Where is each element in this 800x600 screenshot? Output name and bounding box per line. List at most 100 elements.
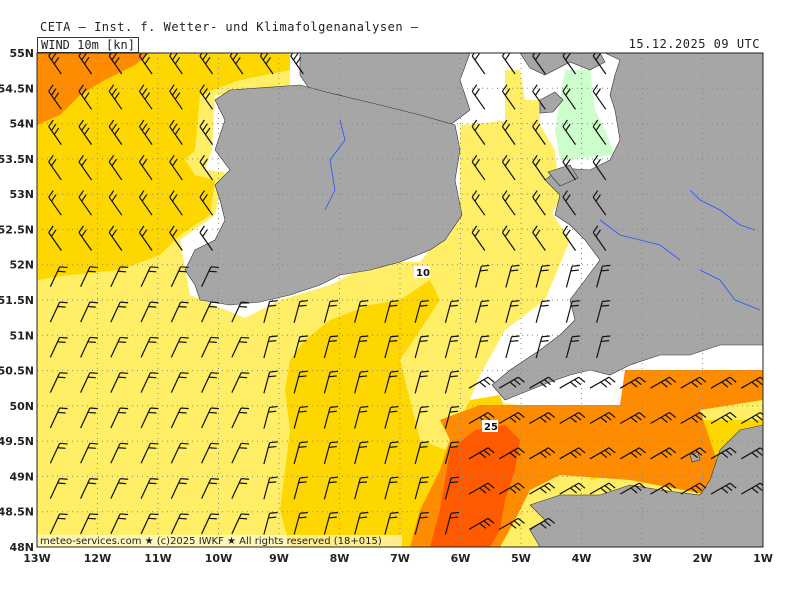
wind-barb bbox=[619, 411, 646, 425]
lat-label: 48N bbox=[9, 541, 34, 554]
wind-barb bbox=[108, 225, 123, 251]
wind-barb bbox=[140, 336, 159, 358]
wind-barb bbox=[565, 335, 581, 359]
wind-barb bbox=[110, 513, 129, 535]
wind-barb bbox=[138, 190, 153, 216]
wind-barb bbox=[354, 370, 369, 394]
wind-barb bbox=[559, 411, 586, 425]
wind-barb bbox=[592, 154, 607, 181]
wind-barb bbox=[384, 370, 399, 394]
lon-label: 6W bbox=[451, 552, 471, 565]
wind-barb bbox=[110, 301, 129, 323]
lat-label: 49N bbox=[9, 470, 34, 483]
lon-label: 10W bbox=[205, 552, 232, 565]
wind-barb bbox=[414, 405, 429, 429]
wind-barb bbox=[263, 441, 278, 465]
wind-barb bbox=[384, 441, 399, 465]
wind-barb bbox=[505, 335, 520, 359]
wind-barb bbox=[78, 53, 93, 75]
lat-label: 51.5N bbox=[0, 294, 34, 307]
wind-barb bbox=[108, 53, 123, 75]
wind-barb bbox=[384, 405, 399, 429]
wind-barb bbox=[49, 301, 68, 323]
wind-barb bbox=[680, 376, 707, 389]
wind-barb bbox=[414, 476, 429, 500]
wind-barb bbox=[535, 335, 550, 359]
wind-barb bbox=[323, 511, 339, 535]
wind-barb bbox=[354, 476, 369, 500]
map-area: 10 25 meteo-services.com ★ (c)2025 IWKF … bbox=[37, 53, 763, 547]
wind-barb bbox=[562, 154, 577, 181]
wind-barb bbox=[140, 372, 159, 393]
wind-barb bbox=[468, 447, 495, 460]
wind-barb bbox=[169, 84, 183, 110]
wind-barb bbox=[532, 225, 546, 251]
wind-barb bbox=[680, 447, 707, 460]
wind-barb bbox=[384, 511, 399, 535]
wind-barb bbox=[263, 405, 278, 429]
wind-barb bbox=[170, 266, 189, 288]
wind-barb bbox=[471, 190, 486, 216]
wind-barb bbox=[263, 476, 278, 500]
wind-barb bbox=[170, 372, 189, 393]
wind-barb bbox=[562, 53, 577, 75]
lat-label: 51N bbox=[9, 329, 34, 342]
wind-barb bbox=[589, 447, 616, 460]
wind-barb bbox=[596, 300, 611, 323]
wind-barb bbox=[414, 441, 429, 465]
wind-barb bbox=[169, 119, 183, 145]
wind-barb bbox=[468, 517, 495, 530]
wind-barb bbox=[293, 300, 308, 323]
wind-barb bbox=[323, 476, 339, 500]
wind-barb bbox=[231, 407, 250, 429]
wind-barb bbox=[592, 53, 607, 75]
wind-barb bbox=[108, 154, 123, 181]
wind-barb bbox=[201, 372, 219, 393]
wind-barb bbox=[498, 411, 525, 425]
lat-label: 48.5N bbox=[0, 506, 34, 519]
wind-barb bbox=[323, 300, 339, 323]
lat-label: 53N bbox=[9, 188, 34, 201]
wind-barb bbox=[138, 119, 153, 145]
wind-barb bbox=[471, 84, 486, 110]
wind-barb bbox=[48, 53, 62, 75]
wind-barb bbox=[444, 476, 460, 500]
wind-barb bbox=[498, 517, 525, 530]
wind-barb bbox=[710, 411, 737, 425]
wind-barb bbox=[710, 447, 737, 460]
wind-barb bbox=[565, 264, 581, 288]
wind-barb bbox=[140, 407, 159, 429]
wind-barb bbox=[140, 301, 159, 323]
wind-barb bbox=[293, 370, 308, 394]
wind-band-pale-yellow-ne bbox=[505, 70, 540, 125]
wind-barb bbox=[323, 441, 339, 465]
land-channel-island bbox=[689, 451, 701, 463]
wind-barb bbox=[48, 190, 62, 216]
wind-barb bbox=[201, 513, 219, 535]
wind-barb bbox=[263, 511, 278, 535]
wind-barbs bbox=[48, 53, 763, 535]
wind-barb bbox=[169, 225, 183, 251]
wind-barb bbox=[535, 264, 550, 288]
wind-barb bbox=[619, 376, 646, 389]
wind-barb bbox=[231, 336, 250, 358]
wind-barb bbox=[138, 154, 153, 181]
wind-barb bbox=[108, 119, 123, 145]
wind-barb bbox=[48, 154, 62, 181]
wind-barb bbox=[78, 84, 93, 110]
wind-barb bbox=[170, 301, 189, 323]
wind-barb bbox=[293, 476, 308, 500]
lon-label: 2W bbox=[693, 552, 713, 565]
wind-barb bbox=[199, 119, 214, 145]
wind-barb bbox=[48, 119, 62, 145]
valid-time: 15.12.2025 09 UTC bbox=[628, 37, 760, 51]
contour-label-10: 10 bbox=[416, 268, 430, 279]
wind-barb bbox=[740, 482, 763, 495]
wind-barb bbox=[650, 411, 677, 425]
land-ireland bbox=[184, 84, 463, 306]
wind-barb bbox=[354, 511, 369, 535]
wind-barb bbox=[170, 407, 189, 429]
wind-barb bbox=[138, 225, 153, 251]
wind-barb bbox=[170, 478, 189, 499]
